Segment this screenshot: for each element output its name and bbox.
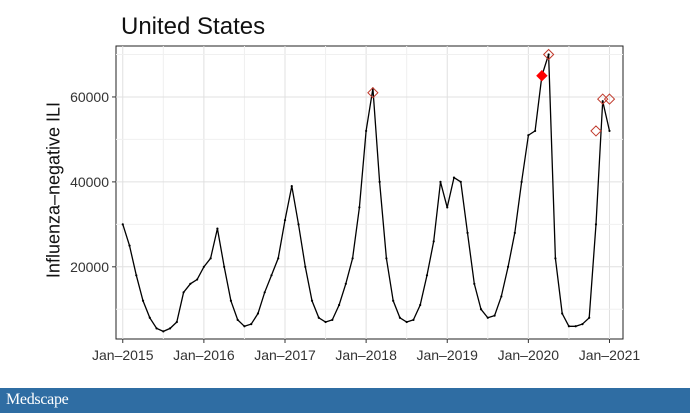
data-point <box>270 274 273 277</box>
plot-panel <box>115 45 624 340</box>
data-point <box>236 318 239 321</box>
chart-title: United States <box>121 13 266 40</box>
data-point <box>405 320 408 324</box>
x-tick-label: Jan–2015 <box>92 347 154 363</box>
highlight-marker-open <box>367 87 379 99</box>
x-tick-label: Jan–2020 <box>498 347 560 363</box>
data-point <box>608 129 611 133</box>
data-point <box>162 330 165 333</box>
data-point <box>567 325 571 328</box>
data-point <box>398 316 402 319</box>
data-point <box>121 223 124 226</box>
data-point <box>419 303 422 307</box>
x-tick-label: Jan–2018 <box>335 347 397 363</box>
data-point <box>297 223 300 226</box>
x-tick-label: Jan–2017 <box>254 347 316 363</box>
data-point <box>331 318 334 321</box>
data-point <box>574 325 577 328</box>
data-point <box>337 303 341 307</box>
data-point <box>520 180 523 183</box>
highlight-marker-open <box>603 93 616 105</box>
data-point <box>479 308 483 311</box>
data-point <box>155 327 158 330</box>
data-point <box>304 265 307 268</box>
data-point <box>385 257 388 260</box>
data-point <box>175 320 178 324</box>
data-point <box>250 323 253 326</box>
y-axis: 20000 40000 60000 <box>70 89 116 275</box>
chart-plot: Jan–2015 Jan–2016 Jan–2017 Jan–2018 Jan–2019… <box>70 45 640 363</box>
data-point <box>168 327 172 330</box>
data-point <box>493 314 496 317</box>
grid-lines <box>116 46 623 339</box>
data-point <box>486 316 489 319</box>
x-tick-label: Jan–2016 <box>173 347 235 363</box>
data-point <box>554 257 557 260</box>
data-point <box>601 100 604 103</box>
data-point <box>432 240 435 243</box>
data-point <box>527 134 530 137</box>
data-point <box>452 176 456 179</box>
data-point <box>534 129 537 133</box>
data-point <box>277 257 280 260</box>
data-point <box>365 129 368 133</box>
data-point <box>290 185 293 188</box>
data-point <box>263 291 266 294</box>
data-point <box>594 223 598 226</box>
data-point <box>392 299 395 302</box>
x-tick-label: Jan–2021 <box>579 347 641 363</box>
data-point <box>317 316 320 319</box>
x-axis: Jan–2015 Jan–2016 Jan–2017 Jan–2018 Jan–2019… <box>92 339 640 363</box>
series-layer <box>121 53 611 333</box>
data-point <box>189 282 192 285</box>
highlight-marker-open <box>590 125 602 137</box>
data-point <box>135 274 138 277</box>
data-point <box>547 53 550 56</box>
data-point <box>223 265 226 268</box>
data-point <box>256 312 260 315</box>
data-point <box>459 180 462 183</box>
data-point <box>202 265 205 268</box>
y-tick-label: 20000 <box>70 259 109 275</box>
data-point <box>506 265 510 268</box>
data-point <box>128 244 131 247</box>
data-point <box>358 206 361 209</box>
brand-logo: Medscape <box>6 391 69 408</box>
data-point <box>378 180 381 183</box>
data-point <box>466 231 469 234</box>
data-point <box>141 299 145 302</box>
data-point <box>513 231 516 234</box>
data-point <box>581 323 584 326</box>
highlight-marker-open <box>542 48 555 61</box>
data-point <box>412 318 415 321</box>
data-point <box>425 274 429 277</box>
data-point <box>561 312 564 315</box>
data-point <box>588 316 591 319</box>
x-tick-label: Jan–2019 <box>416 347 478 363</box>
data-point <box>182 291 185 294</box>
data-point <box>446 206 449 209</box>
data-point <box>209 257 212 260</box>
data-point <box>243 325 246 328</box>
highlight-marker-filled <box>536 70 548 82</box>
y-tick-label: 40000 <box>70 174 109 190</box>
data-point <box>229 299 233 302</box>
data-point <box>473 282 476 285</box>
data-point <box>344 282 347 285</box>
data-point <box>439 180 442 183</box>
data-point <box>196 278 199 281</box>
data-point <box>283 219 287 222</box>
data-point <box>148 316 151 319</box>
data-point <box>310 299 314 302</box>
y-tick-label: 60000 <box>70 89 109 105</box>
data-point <box>351 257 354 260</box>
footer-bar: Medscape <box>0 388 690 413</box>
data-point <box>216 227 219 230</box>
data-point <box>324 320 327 324</box>
highlight-markers <box>367 48 616 137</box>
data-point <box>500 295 503 298</box>
